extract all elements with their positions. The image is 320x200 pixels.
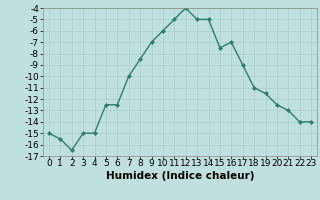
X-axis label: Humidex (Indice chaleur): Humidex (Indice chaleur) xyxy=(106,171,254,181)
